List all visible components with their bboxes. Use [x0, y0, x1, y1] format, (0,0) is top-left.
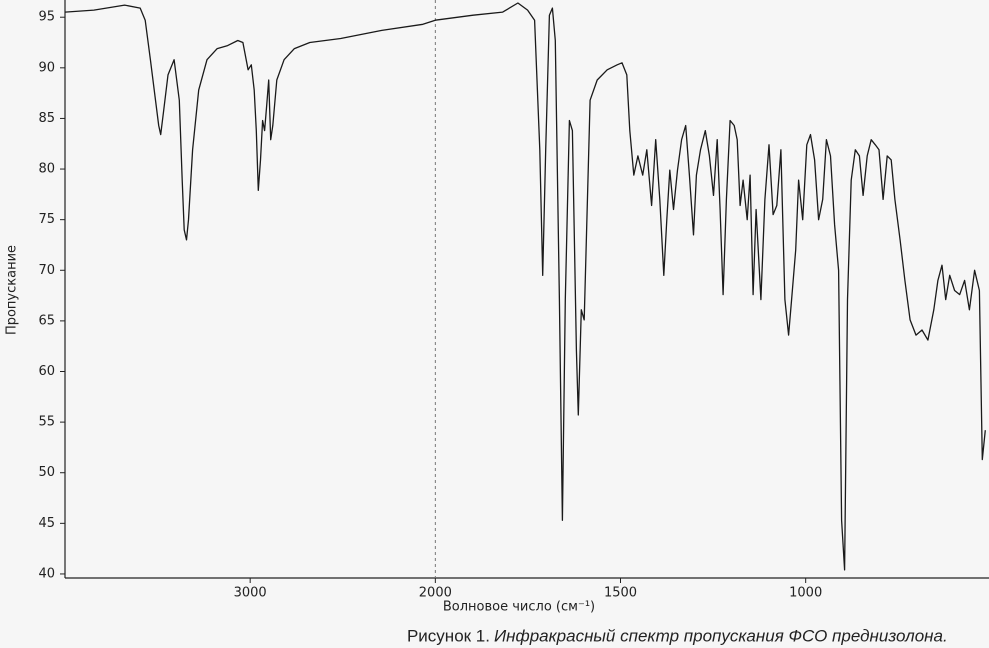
x-tick-label: 2000 — [419, 586, 452, 601]
x-tick-label: 3000 — [234, 586, 267, 601]
y-tick-label: 80 — [38, 162, 55, 177]
y-tick-label: 50 — [38, 465, 55, 480]
y-tick-label: 55 — [38, 415, 55, 430]
y-tick-label: 40 — [38, 566, 55, 581]
y-tick-label: 90 — [38, 60, 55, 75]
caption: Инфракрасный спектр пропускания ФСО пред… — [494, 626, 948, 645]
y-tick-label: 75 — [38, 212, 55, 227]
y-tick-label: 45 — [38, 516, 55, 531]
caption-label: Рисунок 1. — [407, 626, 490, 645]
y-tick-label: 60 — [38, 364, 55, 379]
x-axis-label: Волновое число (см⁻¹) — [443, 600, 595, 615]
y-tick-label: 65 — [38, 313, 55, 328]
y-tick-label: 70 — [38, 263, 55, 278]
y-tick-label: 85 — [38, 111, 55, 126]
x-tick-label: 1000 — [789, 586, 822, 601]
y-axis-label: Пропускание — [5, 245, 20, 335]
x-tick-label: 1500 — [604, 586, 637, 601]
y-tick-label: 95 — [38, 10, 55, 25]
spectrum-line — [64, 2, 986, 571]
